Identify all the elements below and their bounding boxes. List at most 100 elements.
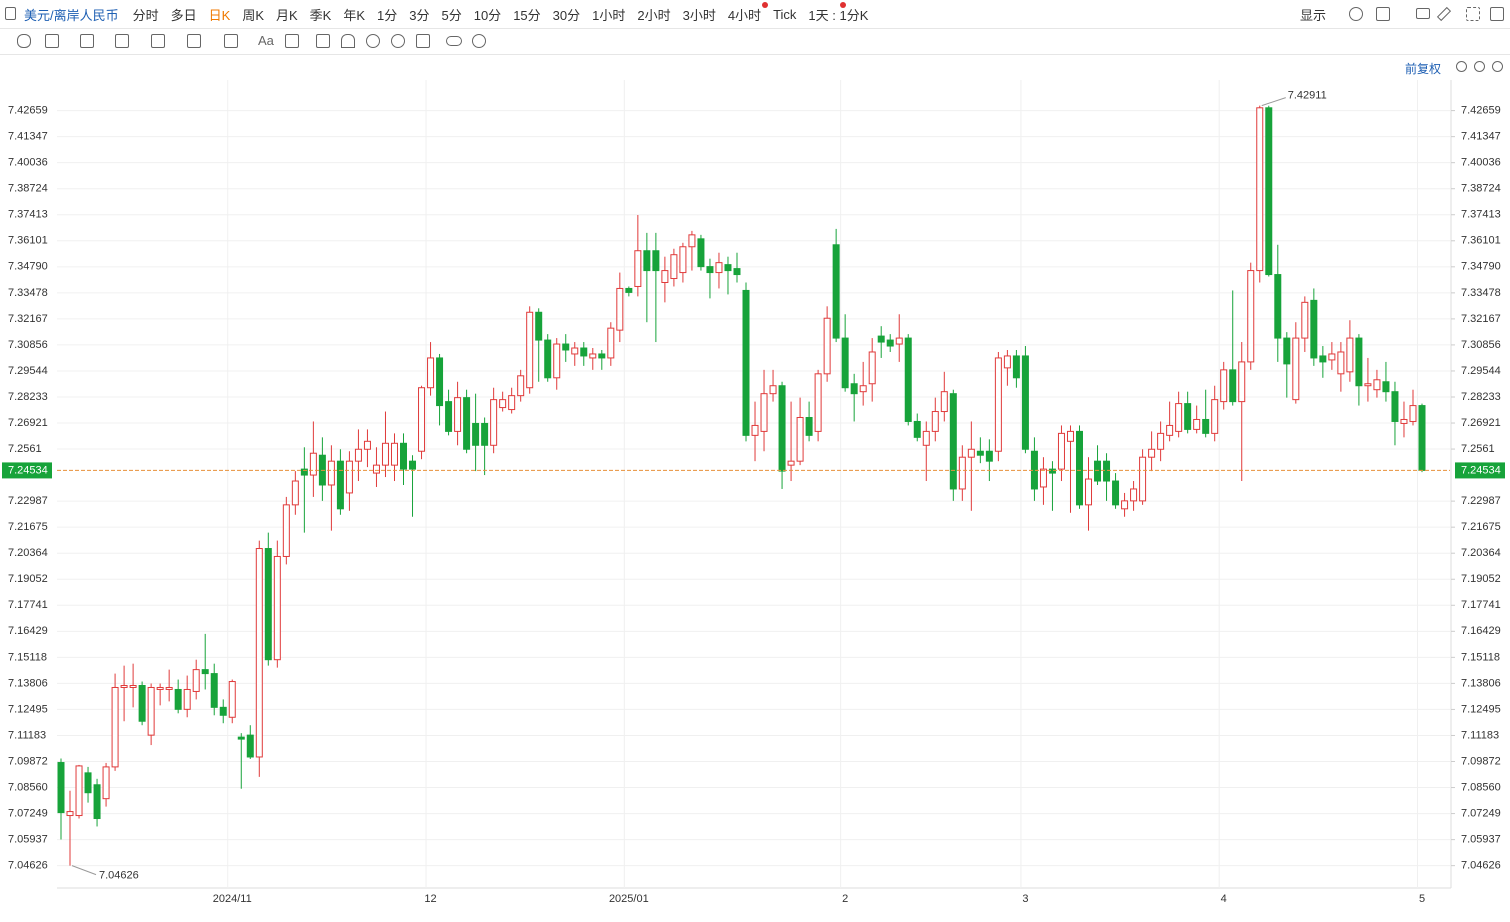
symbol[interactable]: 美元/离岸人民币 <box>24 7 119 23</box>
angle-tool[interactable] <box>316 34 330 48</box>
settings-icon[interactable] <box>1349 7 1363 21</box>
magnet-tool[interactable] <box>341 34 355 48</box>
adjust-mode[interactable]: 前复权 <box>1405 62 1442 76</box>
zoom-in[interactable] <box>1492 61 1503 72</box>
candle-body <box>1337 351 1345 375</box>
period[interactable]: 5分 <box>441 7 462 23</box>
period[interactable]: 1分 <box>377 7 398 23</box>
candle-body <box>625 287 633 293</box>
y-tick-label-right: 7.12495 <box>1461 703 1501 715</box>
candle-body <box>120 685 128 688</box>
arrow-tool[interactable] <box>224 34 238 48</box>
candle-body <box>237 736 245 740</box>
wave-tool[interactable] <box>115 34 129 48</box>
range-tool[interactable] <box>187 34 201 48</box>
close-icon[interactable] <box>1490 7 1504 21</box>
y-tick-label: 7.38724 <box>8 183 48 195</box>
gear-tool[interactable] <box>472 34 486 48</box>
y-tick-label: 7.11183 <box>8 729 46 741</box>
candle-body <box>1112 480 1120 506</box>
y-tick-label-right: 7.04626 <box>1461 860 1501 872</box>
candle-body <box>607 327 615 359</box>
y-tick-label-right: 7.33478 <box>1461 287 1501 299</box>
last-price-label: 7.24534 <box>1461 464 1501 476</box>
candle-body <box>805 416 813 436</box>
period[interactable]: 年K <box>343 7 366 23</box>
candle-body <box>1328 353 1336 361</box>
reset-icon[interactable] <box>1456 61 1467 72</box>
interval[interactable]: 1天 : 1分K <box>808 7 869 23</box>
min-pointer <box>71 865 97 876</box>
candle-body <box>985 450 993 462</box>
display-menu[interactable]: 显示 <box>1300 7 1327 23</box>
line-tool[interactable] <box>45 34 59 48</box>
candle-body <box>409 460 417 470</box>
channel-tool[interactable] <box>80 34 94 48</box>
y-tick-label-right: 7.19052 <box>1461 573 1501 585</box>
zoom-out[interactable] <box>1474 61 1485 72</box>
period[interactable]: 10分 <box>473 7 502 23</box>
candle-body <box>1175 403 1183 432</box>
period[interactable]: 日K <box>208 7 231 23</box>
candle-body <box>309 452 317 476</box>
candle-body <box>165 686 173 690</box>
candle-body <box>1238 361 1246 403</box>
candle-body <box>1301 301 1309 339</box>
period[interactable]: 1小时 <box>592 7 626 23</box>
fullscreen-icon[interactable] <box>1466 7 1480 21</box>
candle-body <box>1256 107 1264 272</box>
note-tool[interactable] <box>285 34 299 48</box>
candle-body <box>210 673 218 708</box>
candle-body <box>102 766 110 800</box>
measure-tool[interactable] <box>151 34 165 48</box>
period[interactable]: 2小时 <box>637 7 671 23</box>
candle-body <box>616 287 624 331</box>
candle-body <box>670 254 678 280</box>
move-tool[interactable] <box>17 34 31 48</box>
candle-body <box>291 480 299 506</box>
y-tick-label-right: 7.09872 <box>1461 755 1501 767</box>
link-tool[interactable] <box>446 36 462 46</box>
period[interactable]: 15分 <box>513 7 541 23</box>
candle-body <box>895 337 903 345</box>
y-tick-label: 7.41347 <box>8 131 48 143</box>
y-tick-label-right: 7.38724 <box>1461 183 1501 195</box>
candle-body <box>1418 405 1426 471</box>
delete-tool[interactable] <box>416 34 430 48</box>
camera-icon[interactable] <box>1416 8 1430 19</box>
period[interactable]: 多日 <box>170 7 197 23</box>
y-tick-label-right: 7.40036 <box>1461 157 1501 169</box>
text-tool[interactable]: Aa <box>258 33 274 48</box>
candle-body <box>201 669 209 675</box>
candle-body <box>57 762 65 814</box>
candle-body <box>264 548 272 661</box>
period[interactable]: 30分 <box>552 7 581 23</box>
candle-body <box>1310 299 1318 359</box>
period[interactable]: 4小时 <box>727 7 762 23</box>
y-tick-label: 7.05937 <box>8 834 48 846</box>
period[interactable]: 月K <box>276 7 298 23</box>
candle-body <box>363 440 371 450</box>
candle-body <box>93 784 101 820</box>
candle-body <box>75 765 83 817</box>
y-tick-label: 7.15118 <box>8 651 47 663</box>
period[interactable]: 3分 <box>409 7 430 23</box>
hide-tool[interactable] <box>391 34 405 48</box>
menu-icon[interactable] <box>5 7 16 20</box>
candle-body <box>544 339 552 379</box>
candle-body <box>1139 456 1147 502</box>
period[interactable]: Tick <box>773 6 797 22</box>
period[interactable]: 3小时 <box>682 7 716 23</box>
period[interactable]: 季K <box>309 7 332 23</box>
y-tick-label-right: 7.17741 <box>1461 599 1501 611</box>
period[interactable]: 分时 <box>132 7 159 23</box>
pen-icon[interactable] <box>1436 6 1452 22</box>
period[interactable]: 周K <box>242 7 264 23</box>
y-tick-label-right: 7.11183 <box>1461 729 1499 741</box>
y-tick-label-right: 7.34790 <box>1461 261 1501 273</box>
y-tick-label: 7.30856 <box>8 339 48 351</box>
lock-tool[interactable] <box>366 34 380 48</box>
layout-icon[interactable] <box>1376 7 1390 21</box>
candle-body <box>1202 418 1210 434</box>
candle-body <box>1409 405 1417 422</box>
